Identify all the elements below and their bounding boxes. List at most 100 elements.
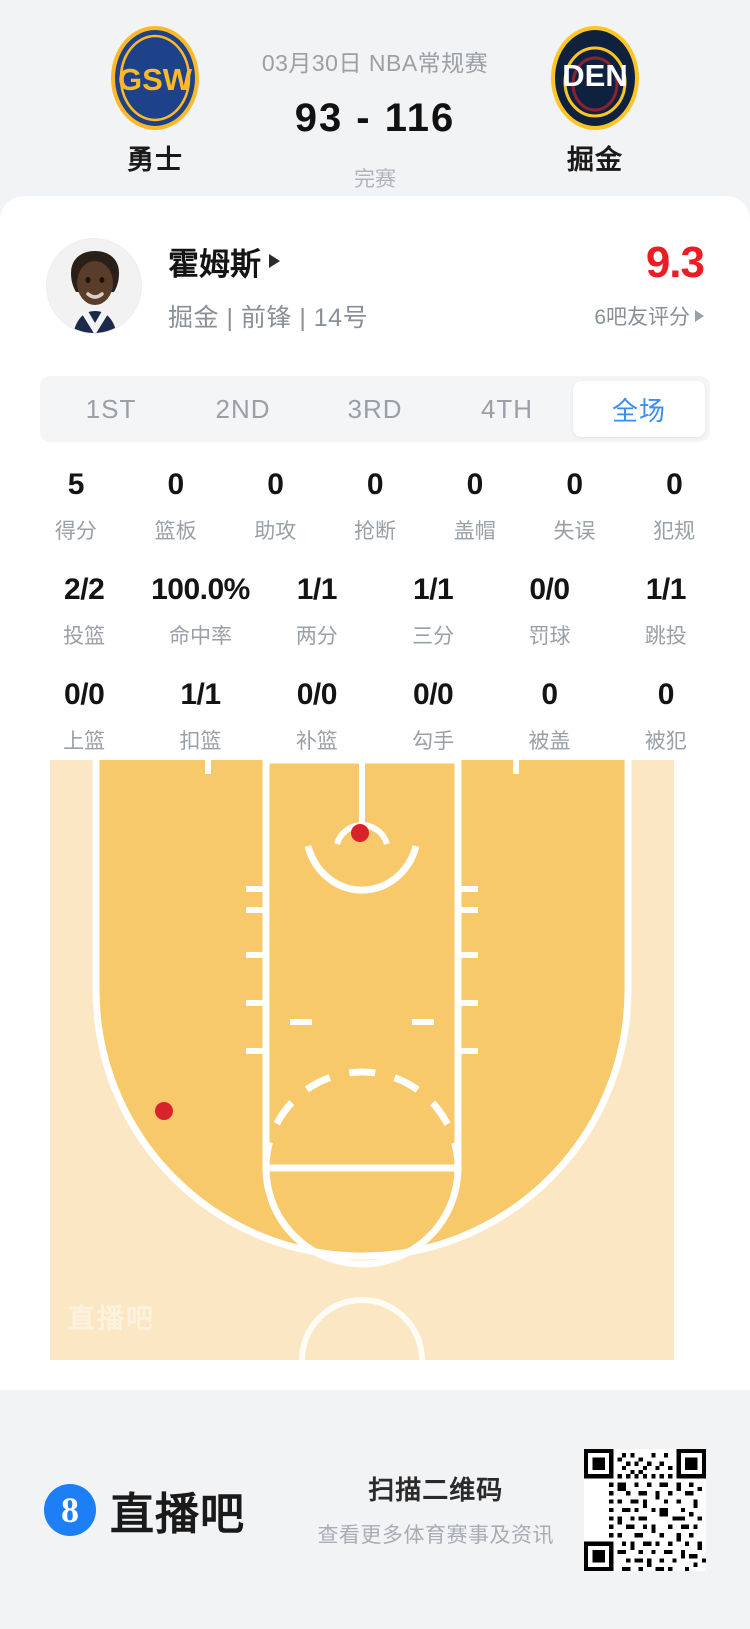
tab-2nd[interactable]: 2ND <box>215 393 271 424</box>
stat-blocked: 0 被盖 <box>491 678 607 755</box>
stats-row-shottypes: 0/0 上篮 1/1 扣篮 0/0 补篮 0/0 勾手 0 被盖 0 被犯 <box>0 678 750 755</box>
stat-value: 0/0 <box>413 678 454 711</box>
stat-tipin: 0/0 补篮 <box>259 678 375 755</box>
svg-text:GSW: GSW <box>118 62 193 97</box>
stat-freethrow: 0/0 罚球 <box>491 573 607 650</box>
brand-name: 直播吧 <box>110 1489 245 1539</box>
shot-marker-made <box>351 824 369 842</box>
stat-turnovers: 0 失误 <box>525 468 625 545</box>
qr-code-image[interactable] <box>584 1448 706 1571</box>
away-team-logo: DEN <box>541 24 649 132</box>
stat-label: 命中率 <box>168 625 232 648</box>
stat-label: 两分 <box>295 625 338 648</box>
stat-value: 5 <box>67 468 85 501</box>
stat-label: 勾手 <box>412 730 455 753</box>
stats-row-basic: 5 得分 0 篮板 0 助攻 0 抢断 0 盖帽 0 失误 <box>0 468 750 545</box>
stat-label: 被犯 <box>644 730 687 753</box>
stats-row-shooting: 2/2 投篮 100.0% 命中率 1/1 两分 1/1 三分 0/0 罚球 1… <box>0 573 750 650</box>
stat-label: 上篮 <box>63 730 106 753</box>
score-line: 93 - 116 <box>294 96 456 140</box>
stat-steals: 0 抢断 <box>325 468 425 545</box>
stat-label: 三分 <box>412 625 455 648</box>
footer-bar: 8 直播吧 扫描二维码 查看更多体育赛事及资讯 <box>0 1390 750 1629</box>
stat-value: 1/1 <box>180 678 221 711</box>
stat-value: 2/2 <box>64 573 105 606</box>
qr-title: 扫描二维码 <box>368 1475 504 1505</box>
stat-twopoint: 1/1 两分 <box>259 573 375 650</box>
player-name: 霍姆斯 <box>168 246 261 282</box>
stat-value: 0 <box>466 468 484 501</box>
brand-logo[interactable]: 8 直播吧 <box>44 1478 245 1542</box>
stat-value: 0/0 <box>529 573 570 606</box>
stat-value: 100.0% <box>151 573 250 606</box>
stat-value: 0 <box>366 468 384 501</box>
player-card: 霍姆斯 掘金 | 前锋 | 14号 9.3 6吧友评分 1ST 2ND 3RD … <box>0 196 750 1390</box>
stat-value: 0 <box>541 678 558 711</box>
player-detail: 掘金 | 前锋 | 14号 <box>168 303 369 332</box>
home-team-logo: GSW <box>101 24 209 132</box>
tab-full-game[interactable]: 全场 <box>573 381 705 437</box>
stat-value: 0 <box>566 468 583 501</box>
stat-value: 0 <box>267 468 284 501</box>
stat-fieldgoals: 2/2 投篮 <box>26 573 142 650</box>
stat-value: 0/0 <box>296 678 338 711</box>
chevron-right-small-icon <box>695 310 704 322</box>
shot-chart[interactable]: 直播吧 <box>50 760 674 1360</box>
stat-value: 0 <box>666 468 683 501</box>
stat-value: 0 <box>167 468 184 501</box>
court-svg <box>50 760 674 1360</box>
scoreboard-header: GSW 勇士 03月30日 NBA常规赛 93 - 116 完赛 DEN 掘金 <box>0 0 750 196</box>
match-status: 完赛 <box>354 168 396 191</box>
score-column: 03月30日 NBA常规赛 93 - 116 完赛 <box>250 24 500 193</box>
qr-texts: 扫描二维码 查看更多体育赛事及资讯 <box>318 1470 555 1549</box>
player-info: 霍姆斯 掘金 | 前锋 | 14号 <box>168 239 594 334</box>
stat-label: 犯规 <box>653 520 696 543</box>
stat-rebounds: 0 篮板 <box>126 468 226 545</box>
away-team[interactable]: DEN 掘金 <box>500 24 690 177</box>
home-team[interactable]: GSW 勇士 <box>60 24 250 177</box>
period-tabs: 1ST 2ND 3RD 4TH 全场 <box>40 376 710 442</box>
qr-section: 扫描二维码 查看更多体育赛事及资讯 <box>318 1448 706 1571</box>
svg-text:DEN: DEN <box>562 58 627 93</box>
stat-label: 投篮 <box>63 625 106 648</box>
stat-fouls: 0 犯规 <box>624 468 724 545</box>
rating-value: 9.3 <box>645 238 705 287</box>
stat-label: 被盖 <box>528 730 571 753</box>
stat-blocks: 0 盖帽 <box>425 468 525 545</box>
tab-1st[interactable]: 1ST <box>85 393 137 424</box>
player-avatar[interactable] <box>46 238 142 334</box>
stat-label: 补篮 <box>295 730 338 753</box>
stat-value: 1/1 <box>645 573 687 606</box>
player-rating[interactable]: 9.3 6吧友评分 <box>594 238 705 331</box>
stat-label: 抢断 <box>354 520 397 543</box>
stat-label: 罚球 <box>528 625 571 648</box>
stat-fouled: 0 被犯 <box>608 678 724 755</box>
stat-points: 5 得分 <box>26 468 126 545</box>
shot-marker-made <box>155 1102 173 1120</box>
stat-value: 1/1 <box>296 573 338 606</box>
stat-value: 0 <box>657 678 675 711</box>
away-team-name: 掘金 <box>567 145 623 175</box>
match-meta: 03月30日 NBA常规赛 <box>261 50 489 76</box>
rating-label-row: 6吧友评分 <box>594 301 704 331</box>
stat-label: 失误 <box>553 520 596 543</box>
player-name-row[interactable]: 霍姆斯 <box>168 239 594 284</box>
chevron-right-icon <box>269 254 280 268</box>
tab-4th[interactable]: 4TH <box>480 393 534 424</box>
stat-label: 跳投 <box>644 625 687 648</box>
stat-jumpshot: 1/1 跳投 <box>608 573 724 650</box>
stat-dunk: 1/1 扣篮 <box>142 678 258 755</box>
qr-subtitle: 查看更多体育赛事及资讯 <box>317 1524 554 1547</box>
stat-fgpct: 100.0% 命中率 <box>142 573 258 650</box>
rating-label: 6吧友评分 <box>594 306 690 329</box>
stat-label: 助攻 <box>254 520 297 543</box>
stat-layup: 0/0 上篮 <box>26 678 142 755</box>
stat-value: 0/0 <box>64 678 105 711</box>
player-header: 霍姆斯 掘金 | 前锋 | 14号 9.3 6吧友评分 <box>0 196 750 334</box>
stat-label: 篮板 <box>154 520 197 543</box>
stat-label: 得分 <box>54 520 97 543</box>
tab-3rd[interactable]: 3RD <box>347 393 403 424</box>
stat-label: 扣篮 <box>179 730 222 753</box>
brand-mark-icon: 8 <box>44 1483 96 1536</box>
